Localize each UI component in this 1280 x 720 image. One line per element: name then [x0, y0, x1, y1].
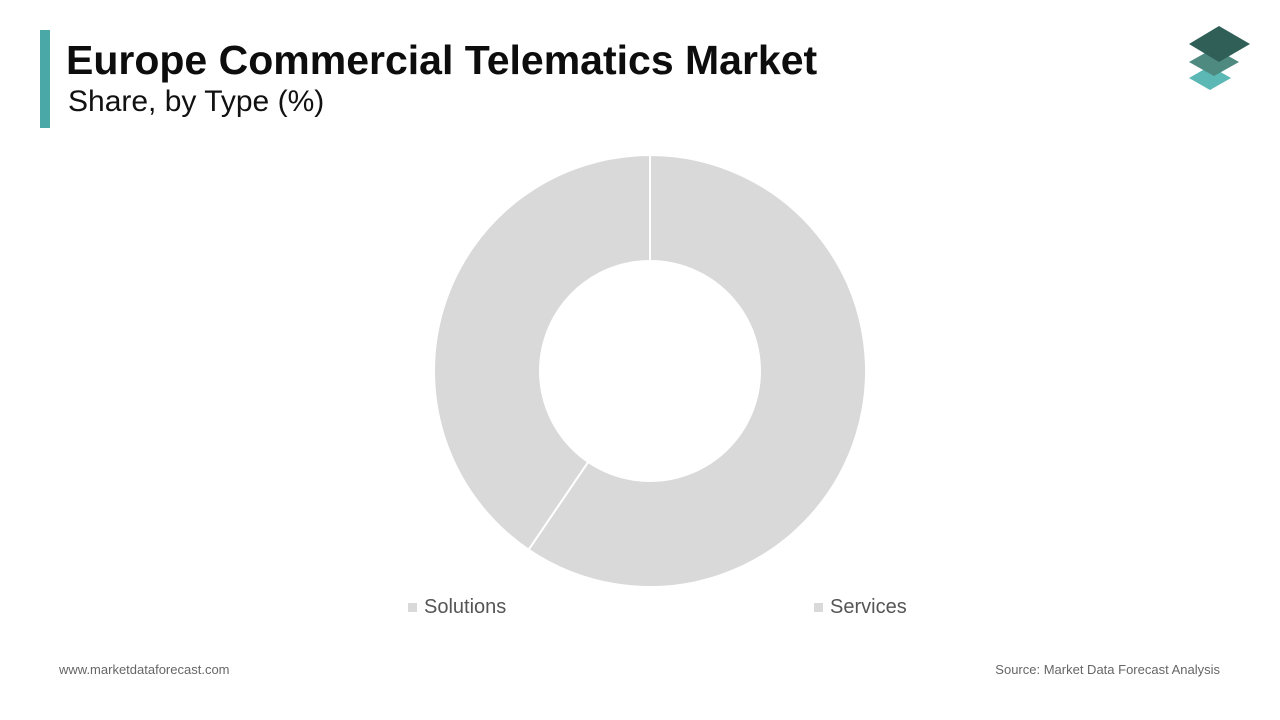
donut-slice-solutions — [433, 153, 651, 552]
title-accent-bar — [40, 30, 50, 128]
legend-swatch-services — [814, 603, 823, 612]
logo-layer-top — [1189, 26, 1250, 62]
donut-slice-services — [527, 153, 867, 588]
legend-label-services: Services — [830, 596, 907, 618]
page-subtitle: Share, by Type (%) — [68, 85, 325, 118]
source-footer: Source: Market Data Forecast Analysis — [995, 662, 1220, 677]
website-footer: www.marketdataforecast.com — [59, 662, 230, 677]
page-title: Europe Commercial Telematics Market — [66, 37, 818, 83]
brand-logo-icon — [1189, 26, 1250, 90]
legend-swatch-solutions — [408, 603, 417, 612]
legend-label-solutions: Solutions — [424, 596, 507, 618]
